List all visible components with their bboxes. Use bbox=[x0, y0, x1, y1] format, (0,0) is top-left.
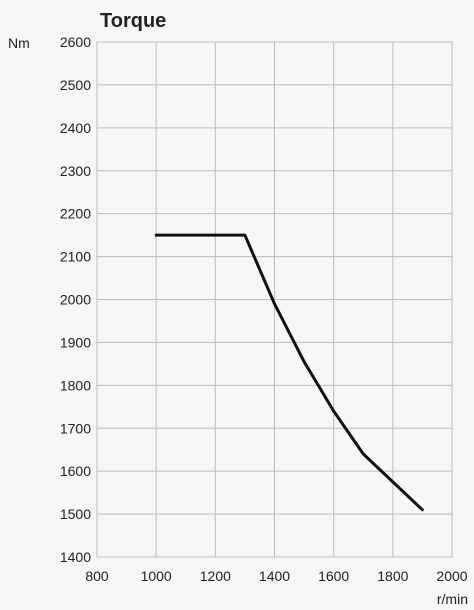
x-tick-label: 1200 bbox=[200, 568, 231, 584]
x-tick-label: 1600 bbox=[318, 568, 349, 584]
torque-line bbox=[154, 233, 424, 512]
x-tick-label: 1800 bbox=[377, 568, 408, 584]
y-tick-label: 1900 bbox=[60, 334, 91, 350]
grid bbox=[96, 41, 453, 558]
y-tick-label: 2200 bbox=[60, 206, 91, 222]
x-tick-label: 1000 bbox=[141, 568, 172, 584]
y-axis-unit: Nm bbox=[8, 35, 30, 51]
x-axis-unit: r/min bbox=[437, 591, 468, 607]
y-tick-label: 1700 bbox=[60, 420, 91, 436]
y-tick-label: 2500 bbox=[60, 77, 91, 93]
series-group bbox=[154, 233, 424, 512]
y-tick-label: 2400 bbox=[60, 120, 91, 136]
y-tick-label: 1400 bbox=[60, 549, 91, 565]
x-tick-label: 800 bbox=[85, 568, 109, 584]
chart-title: Torque bbox=[100, 10, 166, 32]
y-tick-label: 2300 bbox=[60, 163, 91, 179]
x-tick-label: 2000 bbox=[436, 568, 467, 584]
y-tick-labels: 1400 1500 1600 1700 1800 1900 2000 2100 2200 2300… bbox=[60, 34, 91, 565]
y-tick-label: 1500 bbox=[60, 506, 91, 522]
y-tick-label: 1600 bbox=[60, 463, 91, 479]
y-tick-label: 1800 bbox=[60, 377, 91, 393]
x-tick-labels: 800 1000 1200 1400 1600 1800 2000 bbox=[85, 568, 467, 584]
y-tick-label: 2100 bbox=[60, 249, 91, 265]
y-tick-label: 2600 bbox=[60, 34, 91, 50]
x-tick-label: 1400 bbox=[259, 568, 290, 584]
y-tick-label: 2000 bbox=[60, 292, 91, 308]
